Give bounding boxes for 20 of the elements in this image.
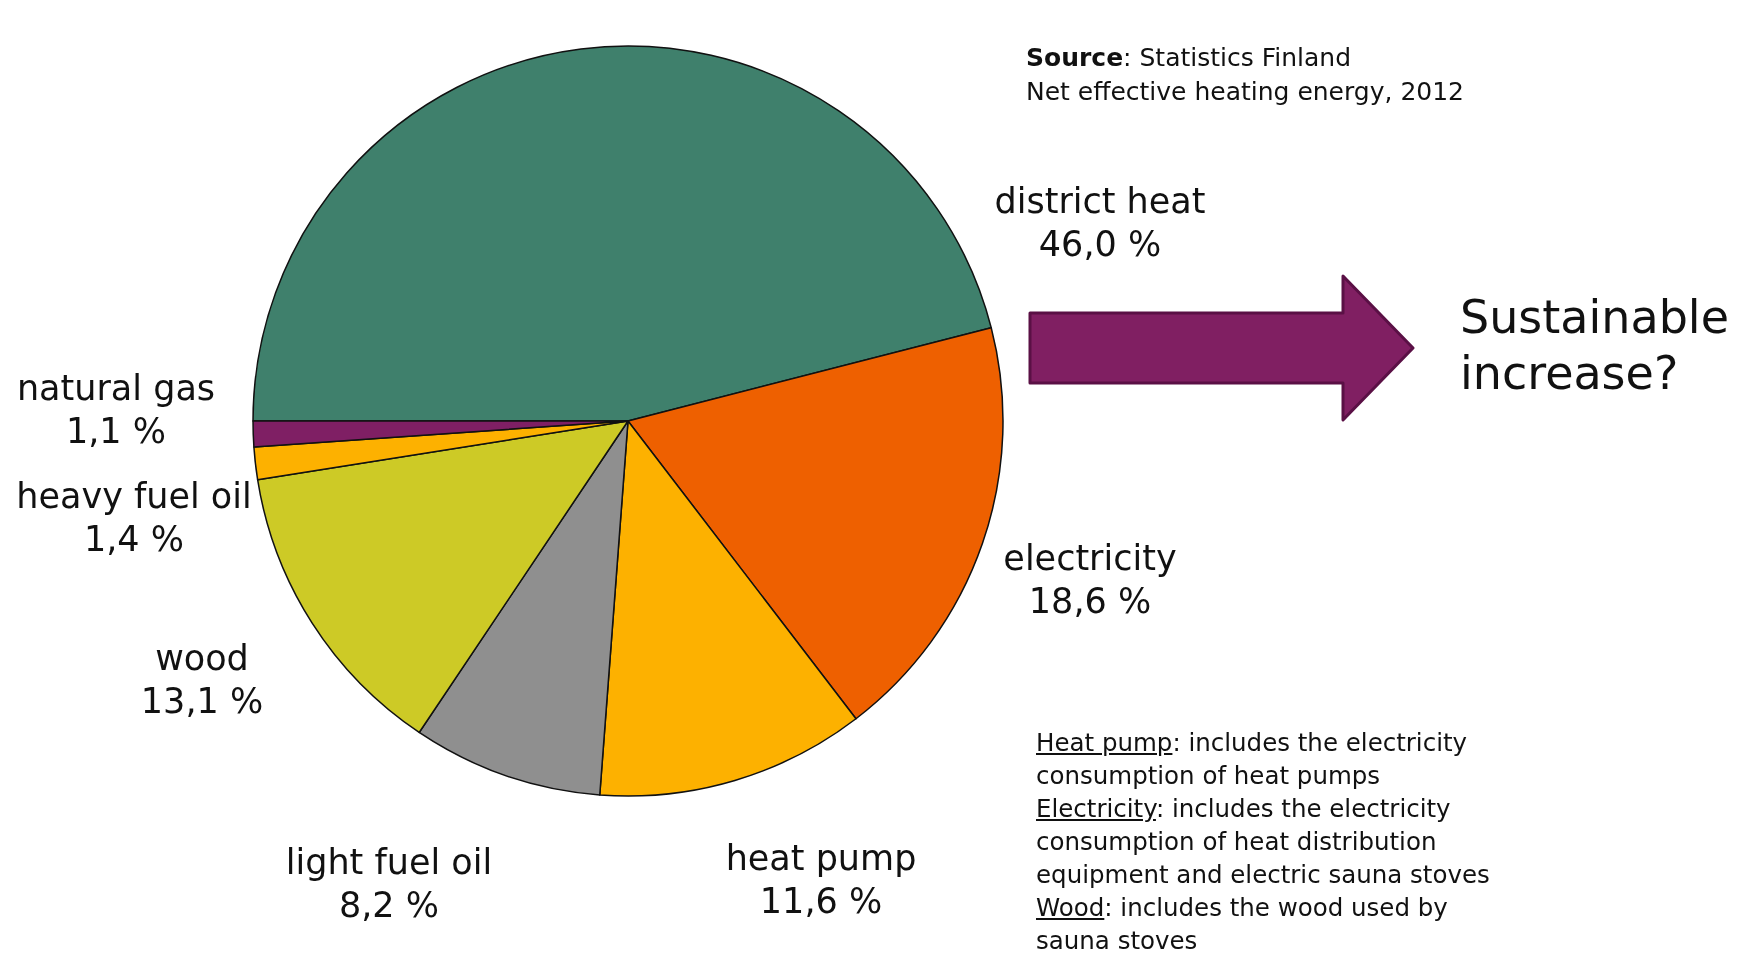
text: Electricity: includes the electricity consumption of heat distribution equipment and electric sauna stoves (1036, 793, 1491, 891)
data-label: 13,1 % (140, 681, 264, 721)
source-note: Source: Statistics Finland (1026, 43, 1352, 72)
data-label: 8,2 % (338, 885, 440, 925)
text: Sustainable increase? (1460, 290, 1729, 400)
slice-label: natural gas (16, 368, 216, 408)
text: Wood: includes the wood used by sauna stoves (1036, 892, 1449, 954)
slice-label: wood (155, 638, 249, 678)
data-label: 11,6 % (759, 881, 883, 921)
slice-label: electricity (1003, 538, 1177, 578)
slice-label: heat pump (725, 838, 917, 878)
slice-label: light fuel oil (285, 842, 493, 882)
data-label: 46,0 % (1038, 224, 1162, 264)
data-label: 1,4 % (83, 519, 185, 559)
text: Net effective heating energy, 2012 (1026, 77, 1465, 106)
data-label: 18,6 % (1028, 581, 1152, 621)
slice-label: heavy fuel oil (16, 476, 252, 516)
text: Heat pump: includes the electricity consumption of heat pumps (1036, 727, 1469, 792)
data-label: 1,1 % (65, 411, 167, 451)
slice-label: district heat (994, 181, 1206, 221)
